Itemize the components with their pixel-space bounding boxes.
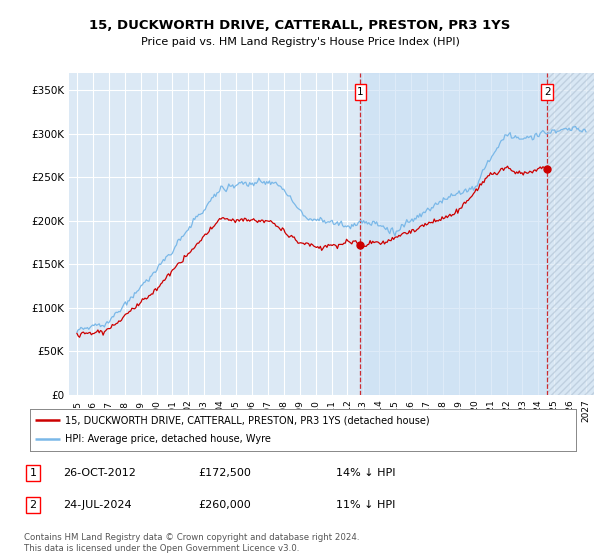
Bar [361, 73, 547, 395]
Text: £172,500: £172,500 [198, 468, 251, 478]
Bar [547, 73, 594, 395]
Text: 1: 1 [29, 468, 37, 478]
Bar [547, 73, 594, 395]
Text: 2: 2 [29, 500, 37, 510]
Text: HPI: Average price, detached house, Wyre: HPI: Average price, detached house, Wyre [65, 435, 271, 445]
Text: 11% ↓ HPI: 11% ↓ HPI [336, 500, 395, 510]
Text: Price paid vs. HM Land Registry's House Price Index (HPI): Price paid vs. HM Land Registry's House … [140, 37, 460, 47]
Text: 15, DUCKWORTH DRIVE, CATTERALL, PRESTON, PR3 1YS (detached house): 15, DUCKWORTH DRIVE, CATTERALL, PRESTON,… [65, 415, 430, 425]
Text: 14% ↓ HPI: 14% ↓ HPI [336, 468, 395, 478]
Text: 15, DUCKWORTH DRIVE, CATTERALL, PRESTON, PR3 1YS: 15, DUCKWORTH DRIVE, CATTERALL, PRESTON,… [89, 18, 511, 32]
Text: 1: 1 [357, 87, 364, 97]
Text: £260,000: £260,000 [198, 500, 251, 510]
Text: 2: 2 [544, 87, 551, 97]
Text: Contains HM Land Registry data © Crown copyright and database right 2024.
This d: Contains HM Land Registry data © Crown c… [24, 533, 359, 553]
Text: 24-JUL-2024: 24-JUL-2024 [63, 500, 131, 510]
Text: 26-OCT-2012: 26-OCT-2012 [63, 468, 136, 478]
